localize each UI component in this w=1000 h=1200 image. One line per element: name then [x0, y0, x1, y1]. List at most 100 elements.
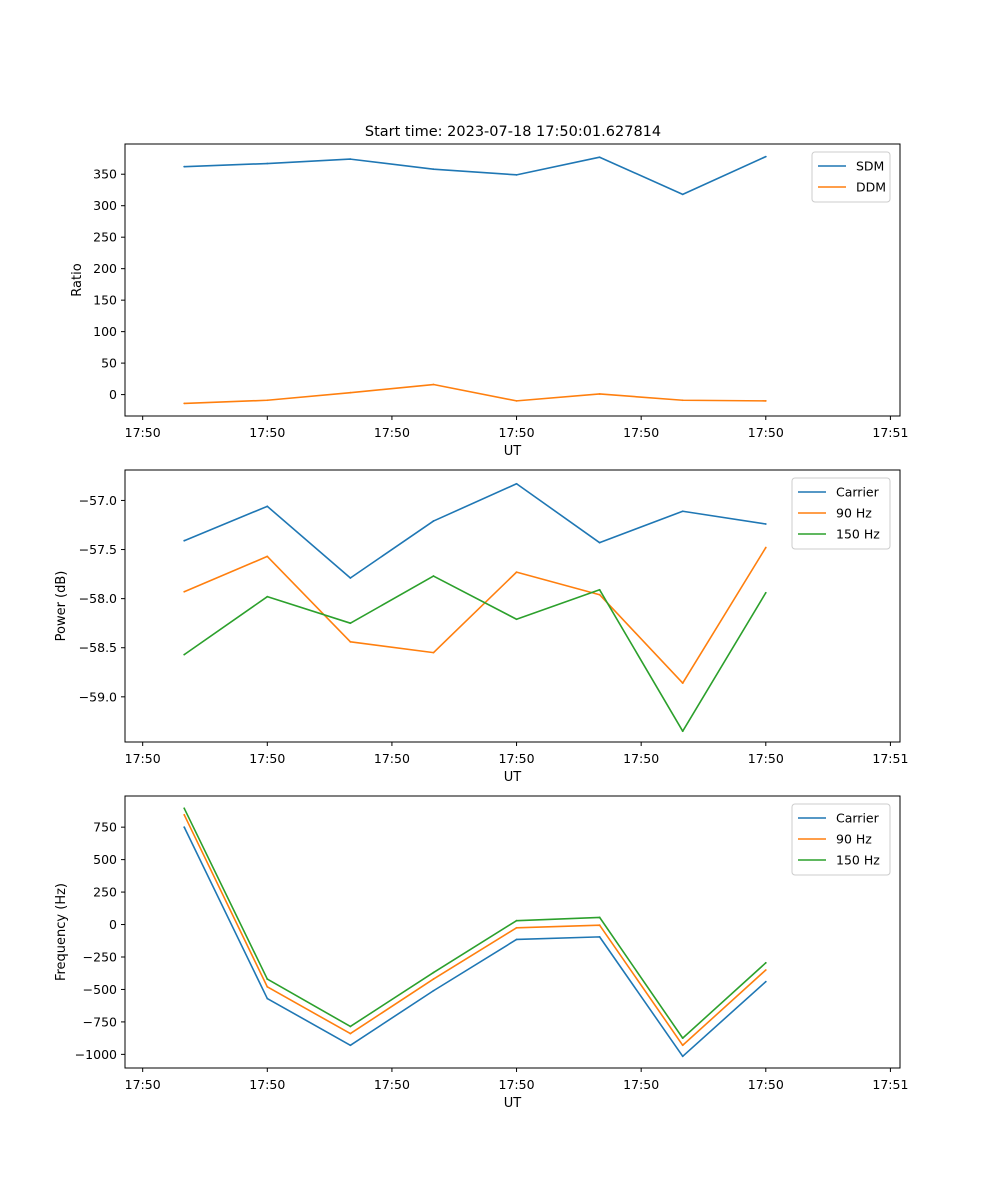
panel-2-series-150-hz-point [681, 730, 684, 733]
panel-2-series-carrier-point [349, 577, 352, 579]
panel-1-legend-label-ddm: DDM [856, 180, 886, 195]
panel-3-series-carrier-point [349, 1044, 352, 1047]
panel-3-legend-box [791, 803, 891, 876]
panel-3-series-90-hz-point [349, 1032, 352, 1035]
panel-2-ylabel: Power (dB) [54, 571, 69, 642]
panel-3-series-carrier-point [432, 989, 435, 992]
panel-3-series-150-hz-point [266, 978, 269, 980]
panel-3-xtick-label: 17:50 [499, 1077, 535, 1092]
panel-3-series-90-hz-point [432, 978, 435, 980]
panel-3-legend-label-90-hz: 90 Hz [836, 832, 872, 847]
panel-2-series-90-hz-line [183, 547, 767, 684]
panel-1-series-ddm-point [349, 391, 352, 394]
panel-2-series-150-hz-point [764, 591, 767, 594]
panel-3-ytick-label: 0 [109, 917, 117, 932]
panel-1-series-sdm-point [515, 173, 518, 176]
panel-1-series-sdm-line [184, 155, 767, 196]
panel-3-series-carrier-point [183, 826, 186, 829]
panel-3-series-90-hz-point [266, 985, 269, 988]
panel-1-ytick-label: 300 [93, 198, 117, 213]
panel-3-series-90-hz-point [183, 813, 186, 816]
panel-3-ytick-label: 250 [93, 885, 117, 900]
panel-1-xlabel: UT [504, 444, 522, 459]
panel-3-xtick-label: 17:50 [249, 1077, 285, 1092]
panel-2-legend-label-150-hz: 150 Hz [836, 527, 880, 542]
panel-1-ytick-label: 100 [93, 324, 117, 339]
panel-2-series-90-hz-point [681, 682, 684, 684]
panel-1-xtick-label: 17:50 [748, 425, 784, 440]
panel-1-series-ddm-point [432, 383, 435, 386]
panel-2-series-carrier-line [183, 482, 766, 579]
panel-3-xtick-label: 17:50 [374, 1077, 410, 1092]
panel-1-ytick-label: 150 [93, 293, 117, 308]
panel-3-series-90-hz-point [764, 969, 767, 971]
panel-1-series-ddm-point [515, 399, 518, 402]
panel-3-series-150-hz-point [764, 961, 767, 964]
panel-1-legend-box [811, 151, 891, 203]
panel-3-ytick-label: −250 [83, 949, 117, 964]
panel-2-xtick-label: 17:50 [748, 751, 784, 766]
panel-1-legend-label-sdm: SDM [856, 159, 884, 174]
panel-3-legend-label-carrier: Carrier [836, 811, 880, 826]
panel-2-series-150-hz-point [183, 653, 186, 656]
panel-2-xtick-label: 17:50 [499, 751, 535, 766]
panel-3-series-carrier-line [183, 826, 767, 1058]
panel-2-xtick-label: 17:50 [623, 751, 659, 766]
panel-1-series-ddm-line [184, 383, 766, 405]
panel-3-series-150-hz-point [598, 916, 601, 919]
panel-3-ytick-label: 750 [93, 820, 117, 835]
panel-2-axes-frame [124, 469, 901, 743]
panel-2-series-90-hz-point [764, 546, 767, 549]
panel-3-series-carrier-point [515, 938, 518, 941]
panel-1-series-sdm-point [183, 165, 186, 168]
panel-2-ytick-label: −58.0 [79, 591, 117, 606]
panel-1-ytick-label: 350 [93, 167, 117, 182]
panel-3-xtick-label: 17:50 [623, 1077, 659, 1092]
panel-2-series-carrier-point [764, 523, 767, 525]
panel-1-series-sdm-point [349, 158, 352, 161]
panel-2-xtick-label: 17:50 [249, 751, 285, 766]
panel-3-ytick-label: 500 [93, 852, 117, 867]
panel-1-ylabel: Ratio [70, 263, 85, 296]
panel-1-series-ddm-point [764, 399, 767, 402]
panel-2-series-90-hz-point [266, 555, 269, 558]
panel-3-xtick-label: 17:50 [125, 1077, 161, 1092]
panel-2-series-150-hz-line [183, 575, 767, 733]
panel-1-series-sdm-point [598, 156, 601, 159]
panel-3-series-150-hz-point [349, 1025, 352, 1028]
panel-2-series-90-hz-point [432, 651, 435, 654]
panel-1-series-sdm-point [681, 193, 684, 196]
panel-1-ytick-label: 200 [93, 261, 117, 276]
panel-2-series-90-hz-point [598, 593, 601, 596]
panel-2-series-carrier-point [432, 520, 435, 522]
panel-2-series-carrier-point [598, 541, 601, 544]
panel-2-series-90-hz-point [515, 571, 518, 574]
panel-1-series-sdm-point [764, 155, 767, 158]
panel-1-ytick-label: 50 [101, 356, 117, 371]
panel-3-series-90-hz-point [681, 1044, 684, 1047]
panel-1-ytick-label: 0 [109, 387, 117, 402]
panel-2-xtick-label: 17:50 [125, 751, 161, 766]
panel-2-series-150-hz-point [432, 575, 435, 577]
panel-1-xtick-label: 17:50 [374, 425, 410, 440]
panel-1-xtick-label: 17:51 [872, 425, 908, 440]
panel-3-xlabel: UT [504, 1096, 522, 1111]
panel-1-ytick-label: 250 [93, 230, 117, 245]
panel-2-xlabel: UT [504, 770, 522, 785]
panel-2-series-150-hz-point [349, 622, 352, 625]
panel-1-xtick-label: 17:50 [499, 425, 535, 440]
panel-1-series-sdm-point [266, 162, 269, 165]
panel-3-ytick-label: −1000 [75, 1047, 117, 1062]
panel-1-xtick-label: 17:50 [125, 425, 161, 440]
panel-3-series-90-hz-point [598, 924, 601, 927]
panel-2-series-carrier-point [266, 505, 269, 508]
panel-1-series-sdm-point [432, 168, 435, 171]
panel-3-legend-label-150-hz: 150 Hz [836, 853, 880, 868]
panel-3-series-90-hz-line [183, 814, 767, 1047]
panel-2-legend-label-carrier: Carrier [836, 485, 880, 500]
panel-2-ytick-label: −57.5 [79, 542, 117, 557]
panel-2-series-carrier-point [515, 482, 518, 485]
panel-2-series-90-hz-point [349, 640, 352, 643]
panel-2-xtick-label: 17:51 [872, 751, 908, 766]
